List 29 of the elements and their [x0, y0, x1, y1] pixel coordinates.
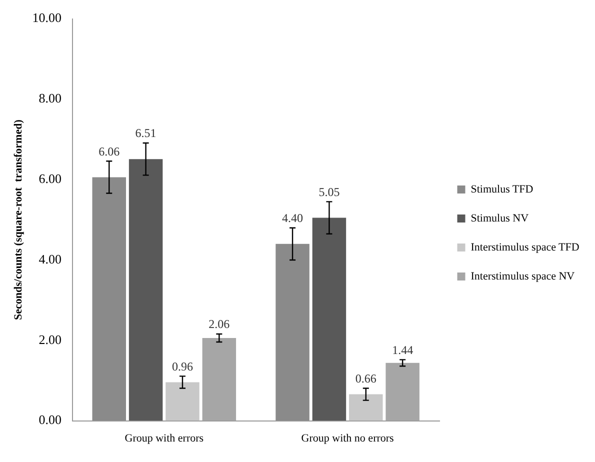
- legend-label: Stimulus NV: [470, 212, 529, 224]
- data-label: 2.06: [208, 317, 230, 332]
- x-tick-label: Group with no errors: [301, 432, 394, 444]
- bar: [128, 159, 163, 421]
- bar: [166, 382, 200, 421]
- legend-label: Interstimulus space TFD: [470, 241, 580, 254]
- y-tick-label: 6.00: [38, 171, 62, 186]
- bar: [312, 218, 346, 421]
- data-label: 5.05: [318, 184, 340, 199]
- bar: [202, 338, 236, 421]
- data-label: 4.40: [282, 210, 304, 225]
- data-label: 6.06: [98, 144, 120, 158]
- data-label: 6.51: [135, 126, 156, 140]
- data-label: 0.66: [355, 371, 376, 386]
- bar: [92, 177, 126, 421]
- y-tick-label: 2.00: [38, 332, 62, 347]
- legend-label: Interstimulus space NV: [470, 270, 575, 282]
- y-tick-label: 4.00: [38, 251, 62, 266]
- data-label: 1.44: [392, 342, 414, 357]
- legend-label: Stimulus TFD: [470, 183, 534, 196]
- bar: [349, 394, 383, 421]
- x-tick-label: Group with errors: [124, 432, 204, 444]
- y-tick-label: 10.00: [32, 10, 62, 26]
- y-tick-label: 0.00: [38, 412, 62, 428]
- data-label: 0.96: [172, 359, 193, 374]
- y-tick-label: 8.00: [38, 90, 62, 106]
- bar: [276, 244, 310, 421]
- y-axis-title: Seconds/counts (square-root transformed): [12, 119, 24, 320]
- bar: [386, 362, 420, 421]
